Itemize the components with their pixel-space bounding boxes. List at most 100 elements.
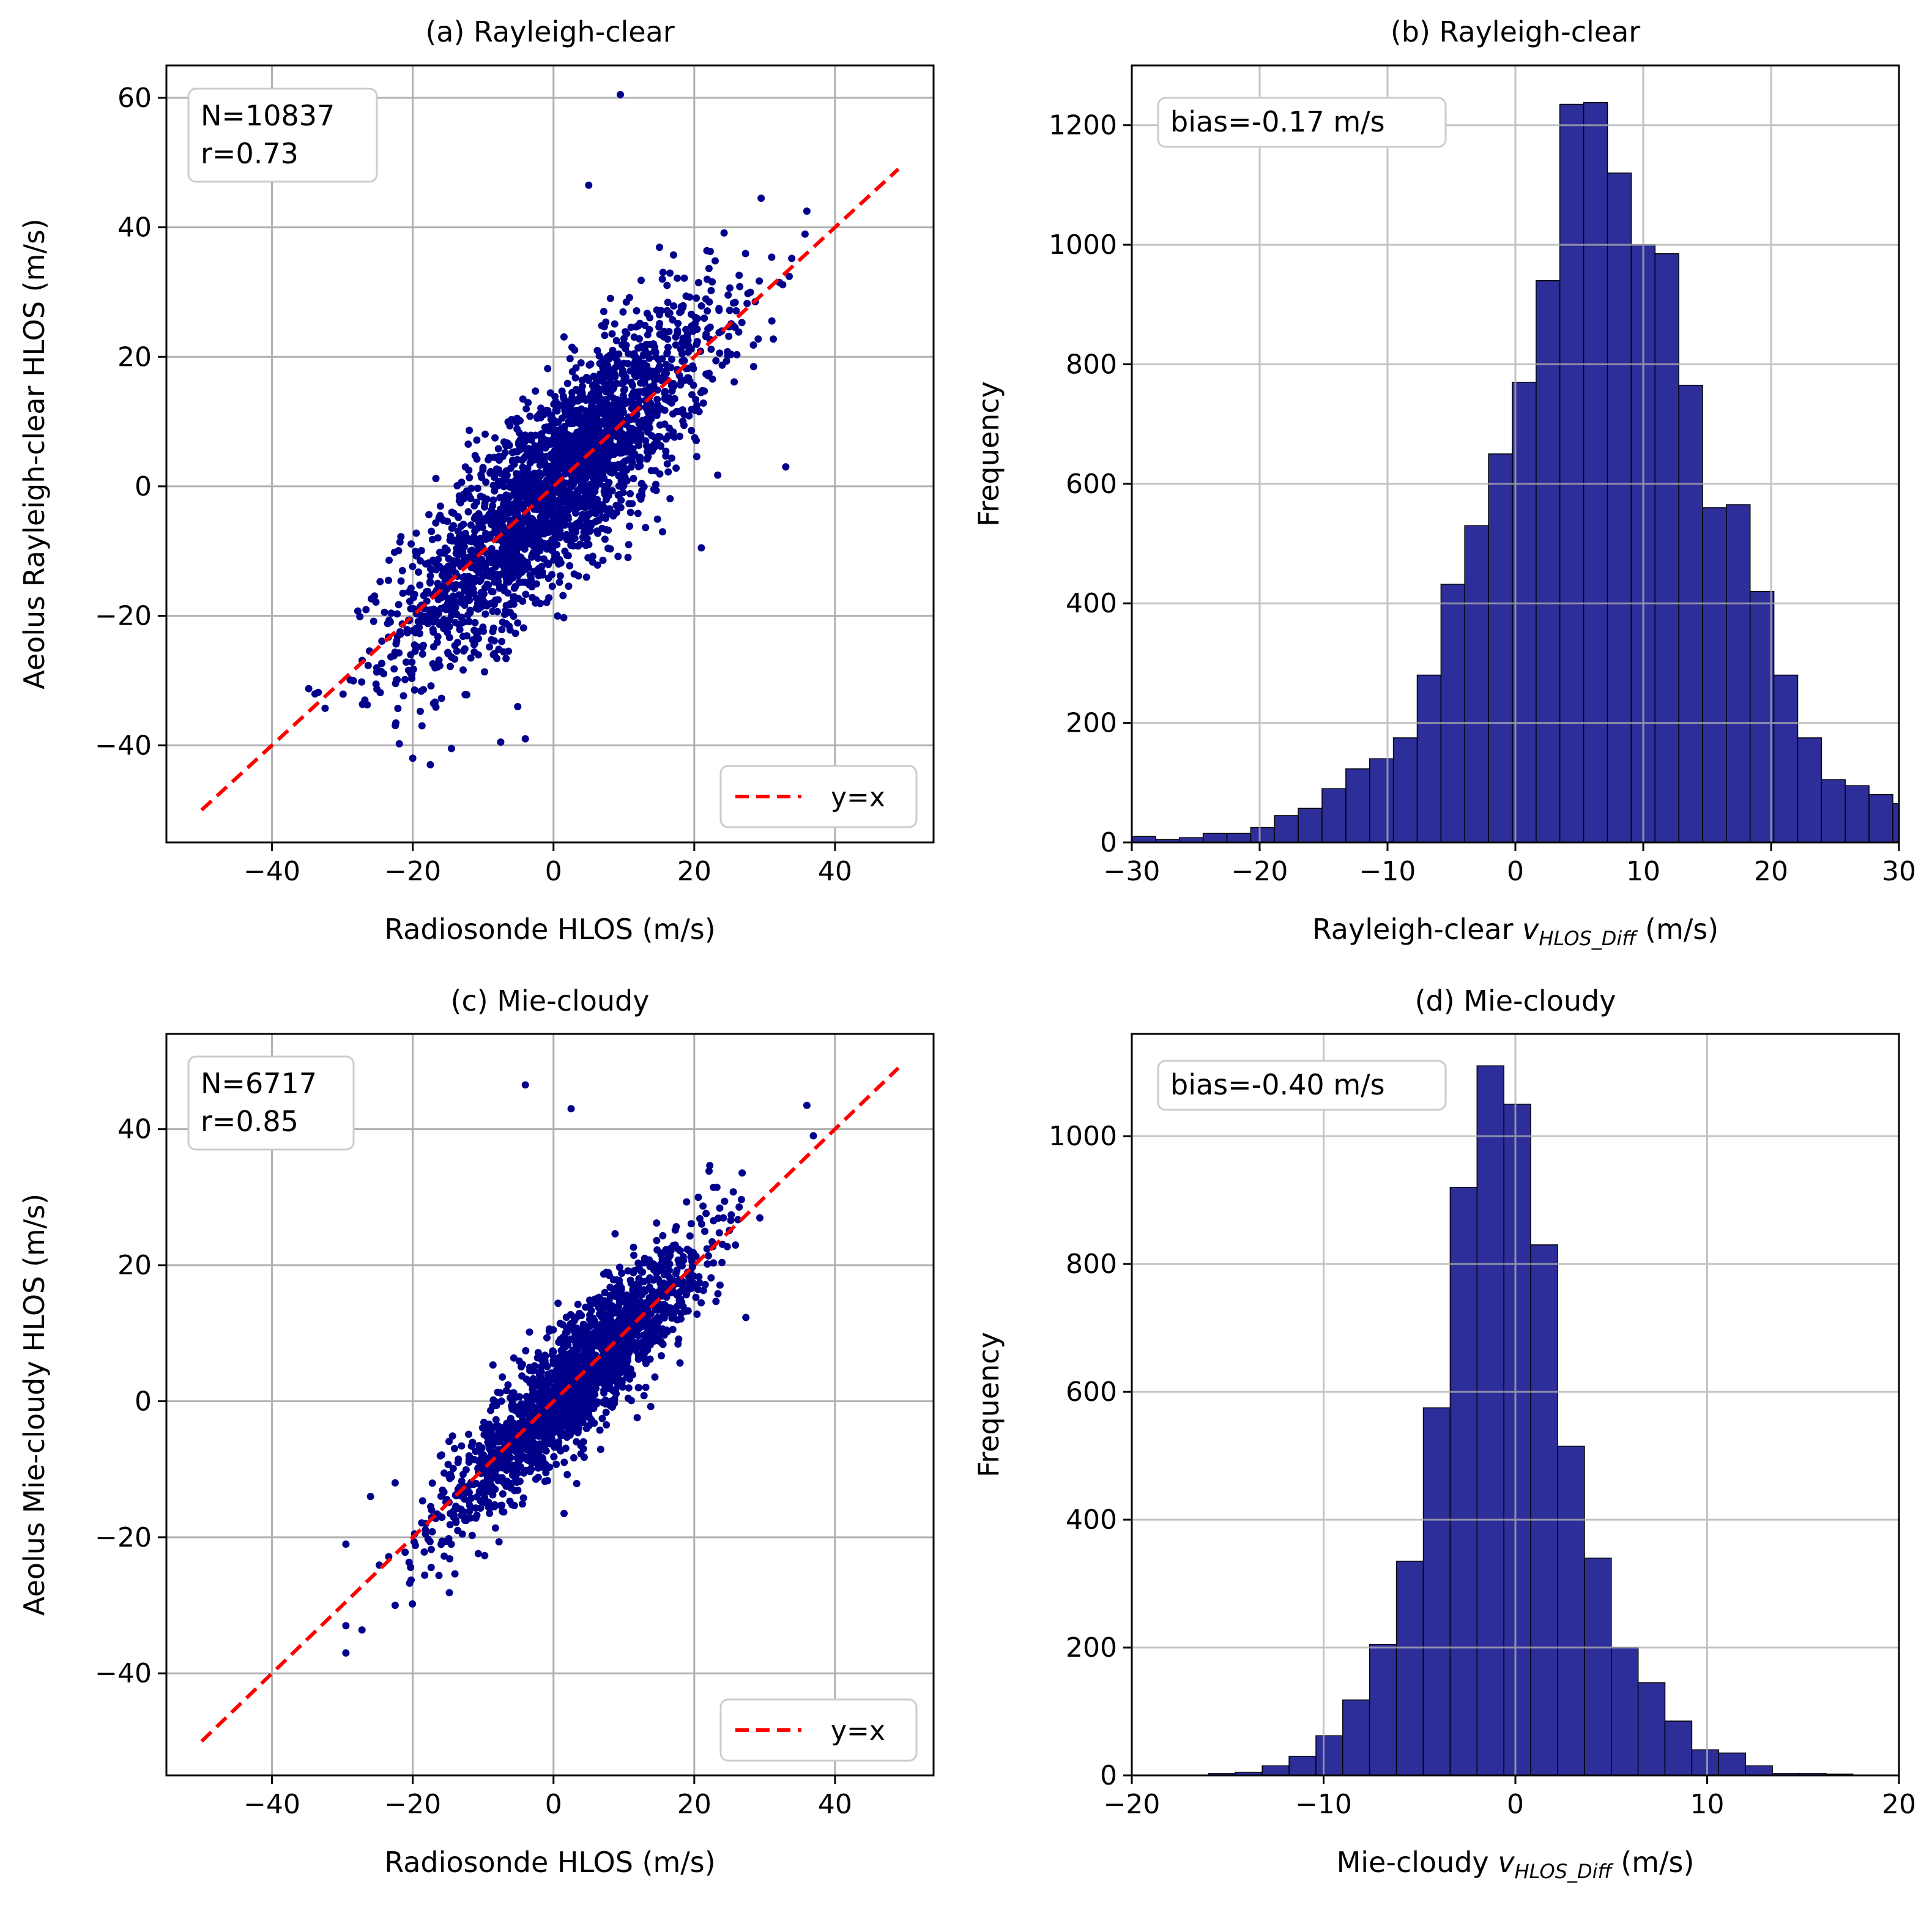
data-point [615,1289,622,1297]
histogram-bar [1821,779,1846,843]
data-point [555,578,563,586]
data-point [581,474,589,481]
data-point [697,1220,705,1228]
data-point [536,530,544,538]
data-point [436,562,444,570]
data-point [696,1279,704,1287]
data-point [477,576,485,584]
data-point [738,319,746,327]
data-point [584,1384,592,1392]
data-point [620,392,628,400]
data-point-outlier [567,1105,575,1113]
data-point [504,1381,512,1389]
data-point [552,430,560,438]
data-point [555,498,563,506]
data-point [634,355,642,363]
data-point-outlier [497,738,505,746]
data-point [504,546,512,554]
panel-title: (a) Rayleigh-clear [425,15,674,48]
data-point [714,471,722,479]
histogram-bar [1530,1244,1558,1776]
data-point [603,354,611,362]
data-point [710,1259,718,1267]
data-point [493,655,501,663]
data-point [467,1442,475,1450]
data-point [659,269,667,277]
tick-label-y: 400 [1066,1504,1117,1536]
data-point [461,600,468,607]
data-point [658,355,666,363]
data-point [623,1310,631,1318]
data-point [640,359,648,367]
data-point [688,391,696,399]
data-point [611,417,619,425]
data-point [407,670,415,678]
data-point [559,1321,567,1329]
data-point [672,341,680,349]
data-point [395,740,403,748]
data-point [623,330,631,338]
data-point [635,370,642,377]
data-point [565,582,573,590]
data-point [551,1443,559,1451]
data-point [458,619,466,626]
data-point [498,626,506,634]
data-point [614,1337,622,1345]
data-point [624,360,632,368]
data-point [437,1540,445,1548]
data-point [543,437,551,445]
data-point [568,473,576,481]
data-point [679,1283,687,1291]
data-point [623,398,631,406]
data-point [483,1425,491,1433]
data-point [440,549,448,557]
data-point [511,548,519,555]
data-point [544,365,552,373]
data-point [529,1378,537,1386]
data-point [620,482,628,490]
data-point [489,1491,497,1499]
legend-label: y=x [831,782,885,813]
data-point [491,1524,499,1532]
data-point [395,547,403,555]
y-axis-label: Frequency [972,381,1005,527]
data-point [483,581,491,589]
data-point [437,1492,445,1500]
data-point [623,1373,631,1381]
data-point [487,1447,495,1455]
data-point [466,426,474,434]
data-point [354,607,362,615]
data-point [694,1194,702,1202]
data-point [738,1169,746,1177]
data-point [426,572,434,580]
y-axis-label: Frequency [972,1332,1005,1477]
data-point [706,1162,714,1170]
data-point [470,626,478,634]
data-point [364,661,372,669]
data-point [485,1500,493,1508]
data-point [557,1447,565,1455]
data-point [628,425,636,433]
data-point [697,1299,705,1307]
data-point [381,608,388,616]
data-point [513,470,521,478]
histogram-bar [1559,103,1585,843]
data-point [434,534,442,542]
data-point [513,495,521,503]
data-point [480,590,488,598]
tick-label-x: −20 [1232,856,1288,887]
data-point [533,1429,540,1437]
data-point [570,1317,578,1325]
data-point [601,456,609,464]
tick-label-y: 200 [1066,1632,1117,1663]
histogram-bar [1611,1647,1639,1776]
data-point [577,437,585,445]
data-point [415,568,422,576]
data-point [584,422,592,430]
data-point [407,540,415,548]
data-point [465,573,473,581]
histogram-bar [1583,102,1608,843]
data-point [625,294,633,302]
histogram-bar [1392,737,1418,843]
data-point [652,467,659,475]
